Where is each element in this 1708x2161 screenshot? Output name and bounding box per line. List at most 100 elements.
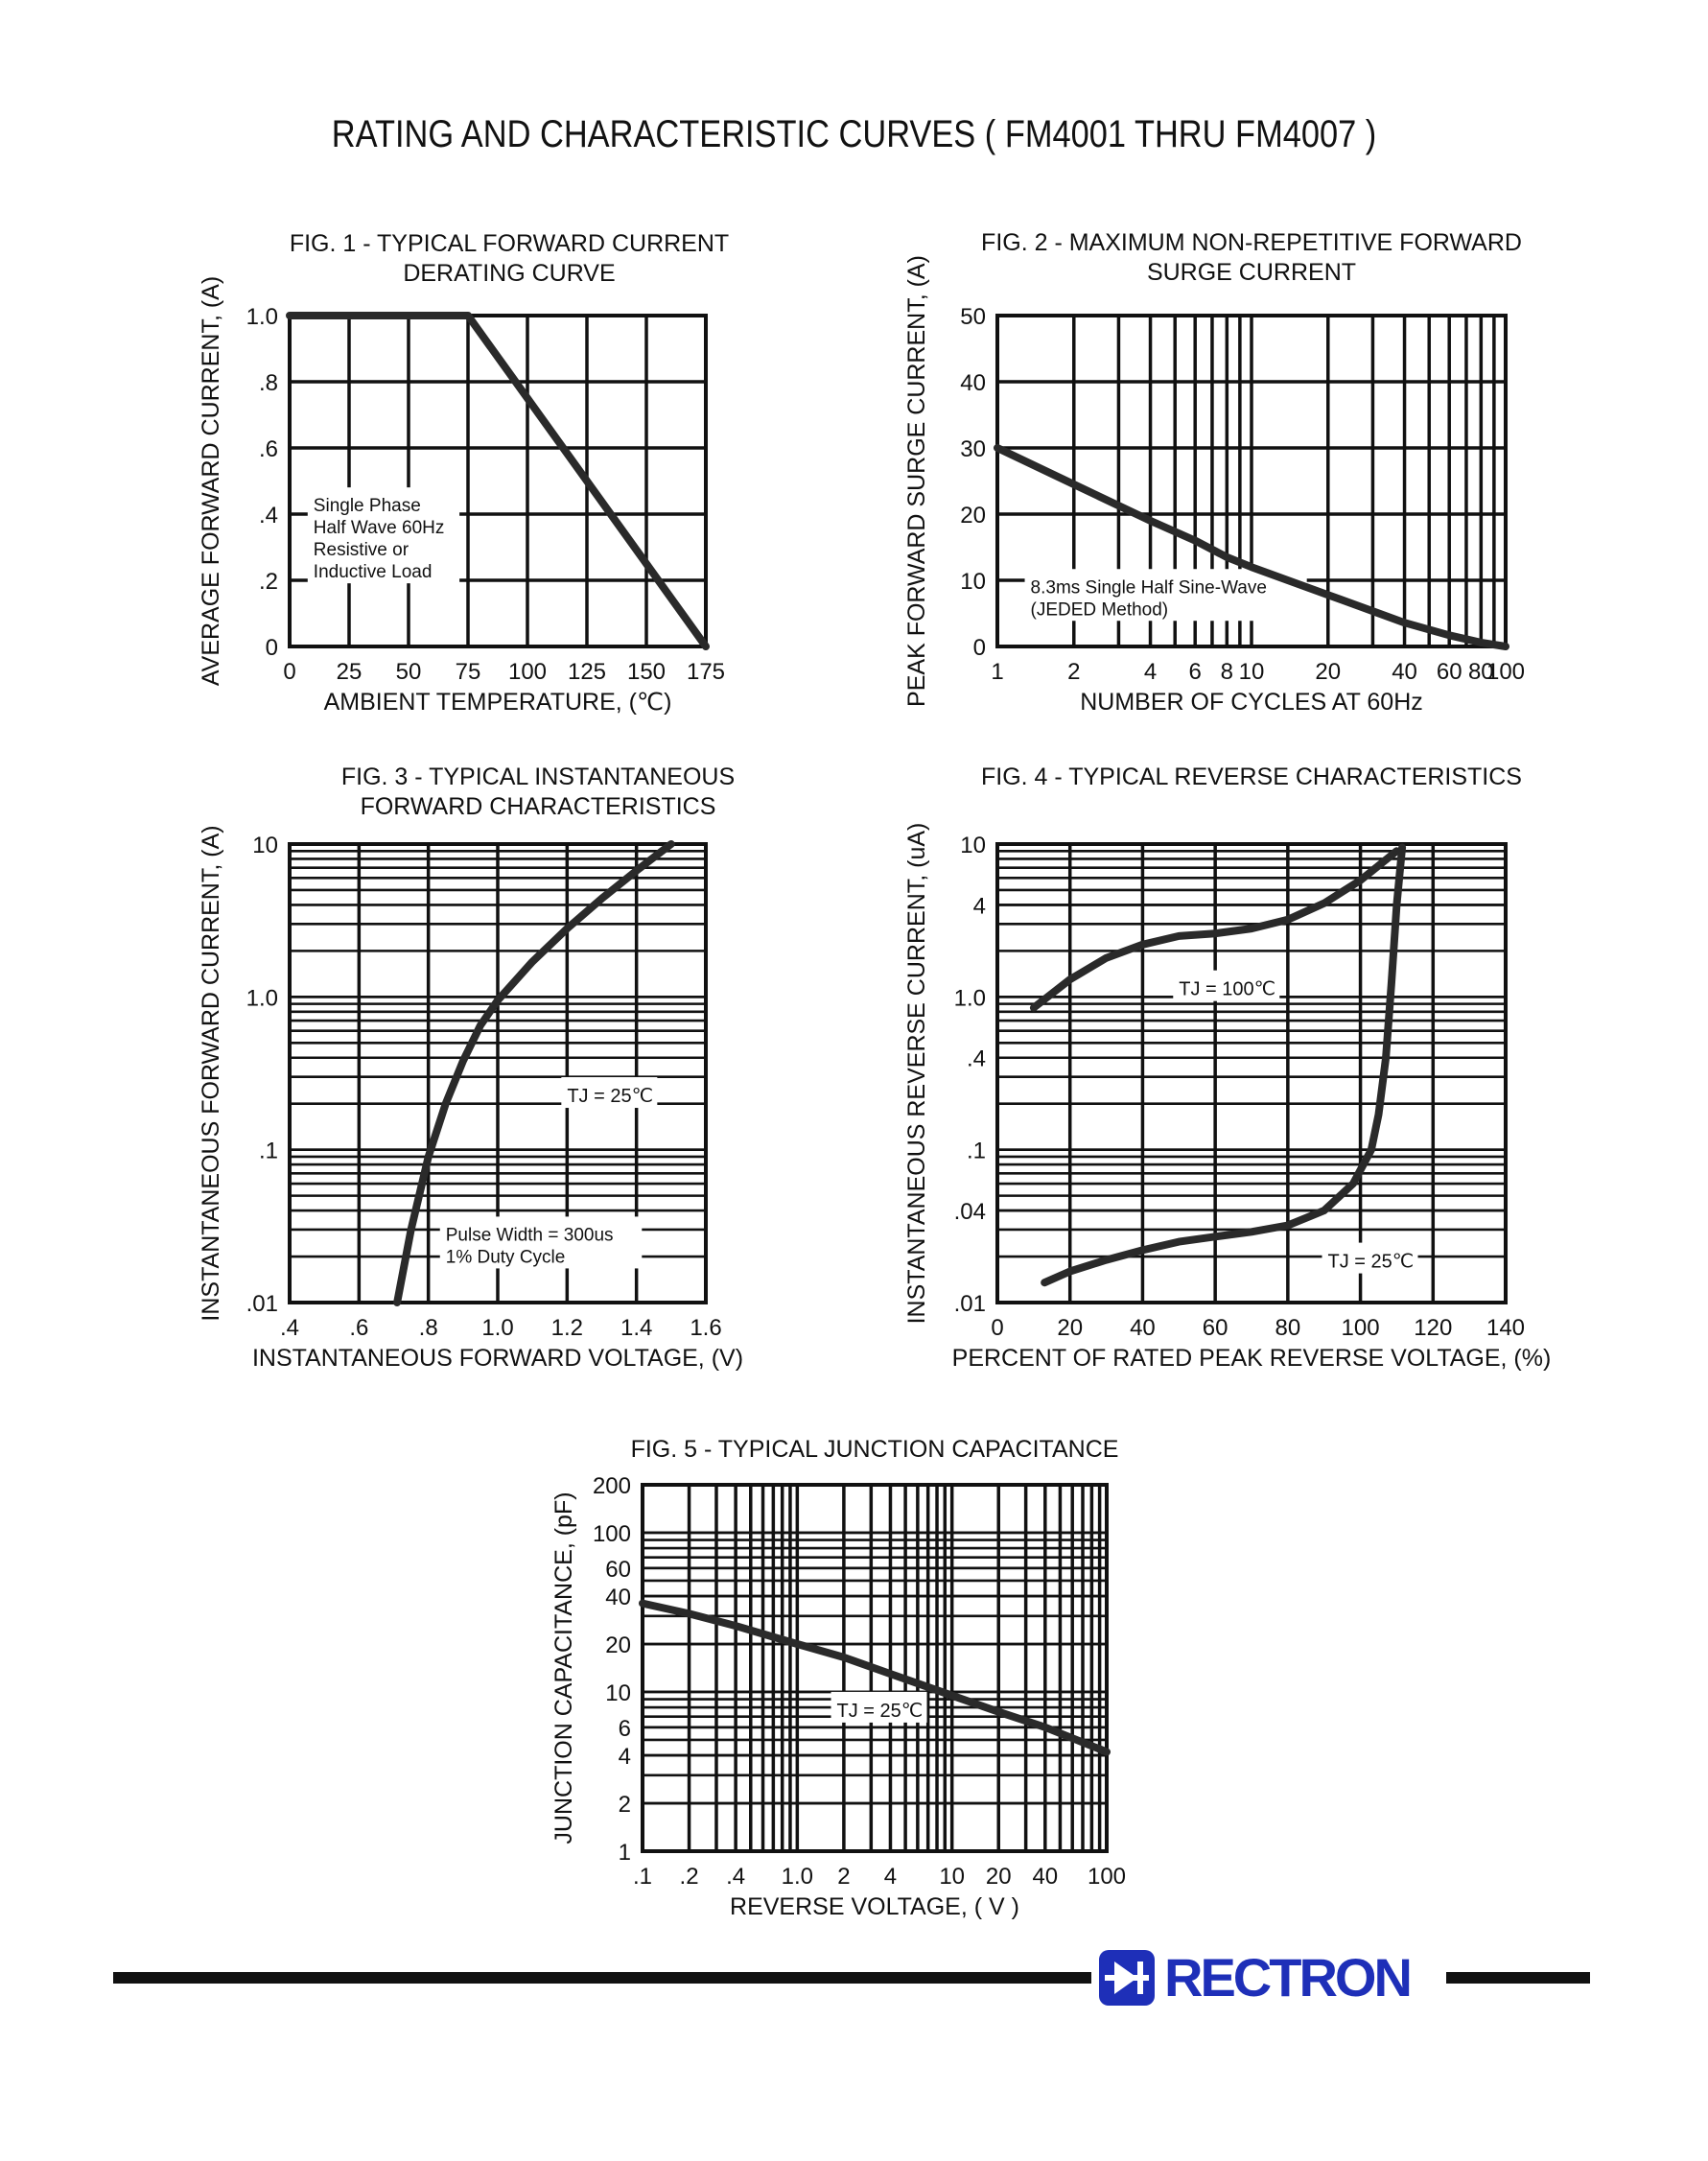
- fig3-series-point: [410, 1229, 412, 1231]
- fig5-y-tick-label: 4: [619, 1744, 631, 1770]
- fig4-x-axis-label: PERCENT OF RATED PEAK REVERSE VOLTAGE, (…: [952, 1345, 1552, 1372]
- fig2-series-point: [1480, 642, 1482, 644]
- fig3-plot-frame: [288, 842, 708, 1304]
- fig1-chart: FIG. 1 - TYPICAL FORWARD CURRENT DERATING…: [198, 230, 729, 716]
- fig4-series-point: [1360, 880, 1362, 881]
- fig3-series-point: [428, 1156, 430, 1158]
- fig5-x-tick-label: .2: [680, 1864, 699, 1890]
- fig1-annotation-text: Inductive Load: [314, 562, 433, 582]
- fig4-annotation-bg: [1173, 970, 1280, 1001]
- fig3-y-tick-label: 1.0: [246, 985, 278, 1011]
- fig3-title-line: FORWARD CHARACTERISTICS: [361, 793, 716, 820]
- fig4-series-point: [1178, 1241, 1180, 1243]
- fig1-y-tick-label: .2: [259, 569, 278, 595]
- fig1-annotation-text: Half Wave 60Hz: [314, 518, 445, 538]
- fig4-series-point: [1287, 1225, 1289, 1227]
- fig3-chart: FIG. 3 - TYPICAL INSTANTANEOUS FORWARD CH…: [198, 763, 743, 1372]
- fig2-y-tick-label: 30: [960, 436, 986, 462]
- fig4-series-point: [1033, 1007, 1035, 1009]
- fig2-y-axis-label: PEAK FORWARD SURGE CURRENT, (A): [903, 255, 930, 707]
- fig4-x-tick-label: 20: [1057, 1315, 1083, 1341]
- fig5-chart: FIG. 5 - TYPICAL JUNCTION CAPACITANCE .1.…: [550, 1436, 1126, 1920]
- fig3-series-point: [462, 1060, 464, 1062]
- footer-rule-right: [1446, 1972, 1590, 1984]
- fig3-annotation-text: 1% Duty Cycle: [446, 1247, 566, 1267]
- fig2-y-tick-label: 50: [960, 304, 986, 330]
- fig5-series-point: [997, 1711, 999, 1713]
- fig1-x-tick-label: 50: [396, 659, 422, 685]
- fig2-x-tick-label: 60: [1437, 659, 1462, 685]
- fig3-series-point: [396, 1302, 398, 1304]
- fig4-series-point: [1352, 1183, 1354, 1185]
- fig3-y-axis-label: INSTANTANEOUS FORWARD CURRENT, (A): [198, 825, 224, 1321]
- fig5-x-tick-label: 10: [939, 1864, 965, 1890]
- fig4-series-point: [1141, 944, 1143, 946]
- fig2-series-point: [1505, 646, 1507, 647]
- fig2-series-point: [1073, 483, 1075, 485]
- fig5-series-point: [889, 1673, 891, 1675]
- fig5-y-axis-label: JUNCTION CAPACITANCE, (pF): [550, 1492, 577, 1844]
- fig2-series-point: [1404, 622, 1406, 623]
- fig4-x-tick-label: 40: [1130, 1315, 1156, 1341]
- fig3-x-tick-label: .8: [419, 1315, 438, 1341]
- fig2-y-tick-label: 40: [960, 370, 986, 396]
- fig3-y-tick-label: .1: [259, 1139, 278, 1164]
- fig2-title-line: SURGE CURRENT: [1147, 259, 1356, 286]
- fig2-series-point: [1226, 556, 1228, 558]
- fig5-series-point: [796, 1643, 798, 1645]
- fig4-y-axis-label: INSTANTANEOUS REVERSE CURRENT, (uA): [903, 823, 930, 1325]
- fig1-x-tick-label: 100: [508, 659, 547, 685]
- fig2-series-point: [1150, 520, 1152, 522]
- fig4-x-tick-label: 140: [1486, 1315, 1525, 1341]
- fig5-y-tick-label: 40: [605, 1585, 631, 1610]
- fig4-series-point: [1178, 935, 1180, 937]
- fig1-x-tick-label: 125: [568, 659, 606, 685]
- fig2-y-tick-label: 20: [960, 503, 986, 529]
- fig1-title-line: DERATING CURVE: [403, 260, 615, 287]
- fig5-x-tick-label: .1: [633, 1864, 652, 1890]
- fig3-y-tick-label: .01: [246, 1291, 278, 1317]
- fig3-x-tick-label: 1.6: [690, 1315, 721, 1341]
- fig4-y-tick-label: .04: [954, 1199, 986, 1225]
- fig5-y-tick-label: 60: [605, 1557, 631, 1583]
- fig1-y-tick-label: 0: [266, 635, 278, 661]
- page-title: RATING AND CHARACTERISTIC CURVES ( FM400…: [331, 113, 1377, 155]
- fig3-annotation-text: Pulse Width = 300us: [446, 1225, 614, 1245]
- fig2-annotation-text: 8.3ms Single Half Sine-Wave: [1031, 577, 1267, 598]
- fig4-series-point: [1323, 1210, 1325, 1211]
- fig4-plot-frame: [995, 842, 1508, 1304]
- fig4-y-tick-label: 1.0: [954, 985, 986, 1011]
- fig4-series-point: [1106, 957, 1108, 959]
- fig5-y-tick-label: 200: [593, 1473, 631, 1499]
- fig5-x-tick-label: 2: [837, 1864, 850, 1890]
- fig3-x-tick-label: .6: [349, 1315, 368, 1341]
- fig3-x-tick-label: .4: [280, 1315, 299, 1341]
- fig1-annotation-bg: [307, 487, 460, 584]
- fig4-chart: FIG. 4 - TYPICAL REVERSE CHARACTERISTICS…: [903, 763, 1551, 1372]
- fig2-annotation-text: (JEDED Method): [1031, 599, 1169, 620]
- fig4-series-point: [1391, 984, 1392, 986]
- fig4-series-point: [1323, 903, 1325, 904]
- fig2-x-tick-label: 100: [1486, 659, 1525, 685]
- fig1-x-tick-label: 150: [627, 659, 666, 685]
- fig5-series-point: [951, 1695, 953, 1697]
- fig4-series-point: [1106, 1259, 1108, 1261]
- fig5-y-tick-label: 2: [619, 1792, 631, 1818]
- fig2-annotation-bg: [1024, 569, 1307, 622]
- fig2-series-point: [996, 447, 998, 449]
- fig2-y-tick-label: 0: [973, 635, 986, 661]
- fig2-title-line: FIG. 2 - MAXIMUM NON-REPETITIVE FORWARD: [981, 229, 1522, 256]
- fig4-y-tick-label: .01: [954, 1291, 986, 1317]
- fig1-x-tick-label: 175: [687, 659, 725, 685]
- fig2-x-axis-label: NUMBER OF CYCLES AT 60Hz: [1080, 689, 1423, 716]
- fig5-title-line: FIG. 5 - TYPICAL JUNCTION CAPACITANCE: [631, 1436, 1119, 1463]
- fig2-x-tick-label: 10: [1239, 659, 1265, 685]
- fig5-x-tick-label: .4: [726, 1864, 745, 1890]
- fig5-annotation-bg: [831, 1691, 927, 1723]
- fig4-series-point: [1395, 850, 1397, 852]
- fig4-title-line: FIG. 4 - TYPICAL REVERSE CHARACTERISTICS: [981, 763, 1522, 790]
- fig4-series-point: [1395, 904, 1397, 905]
- fig2-x-tick-label: 4: [1144, 659, 1157, 685]
- fig4-series-point: [1401, 847, 1403, 849]
- fig2-y-tick-label: 10: [960, 569, 986, 595]
